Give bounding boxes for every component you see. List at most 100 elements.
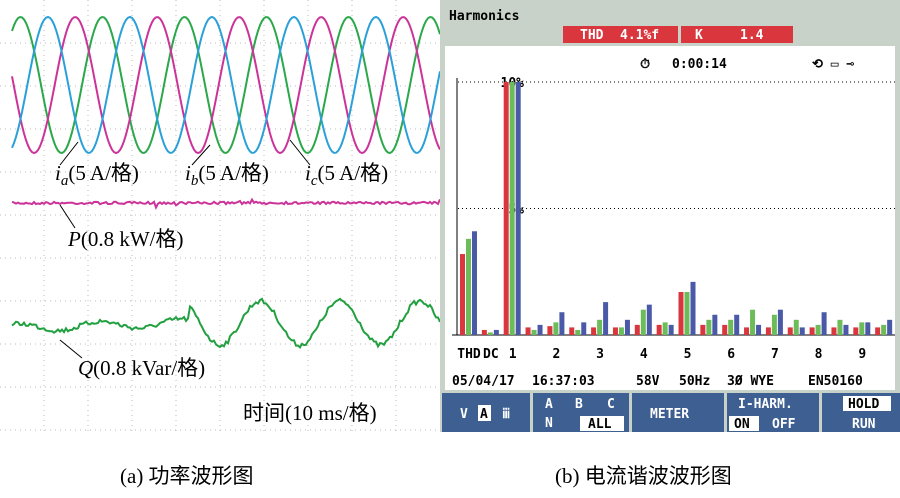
pointer bbox=[59, 204, 76, 229]
unit: (5 A/格) bbox=[318, 161, 389, 185]
unit: (0.8 kVar/格) bbox=[93, 356, 205, 380]
bar bbox=[487, 332, 493, 335]
bar bbox=[706, 319, 712, 335]
x-tick-label: 3 bbox=[596, 347, 604, 362]
bar bbox=[787, 327, 793, 335]
k-box bbox=[681, 26, 793, 43]
time: 16:37:03 bbox=[532, 374, 595, 389]
pointer bbox=[59, 141, 79, 166]
bar bbox=[612, 327, 618, 335]
config: 3Ø WYE bbox=[727, 374, 774, 389]
pointer bbox=[289, 139, 311, 166]
bar bbox=[809, 327, 815, 335]
bar bbox=[875, 327, 881, 335]
x-tick-label: 7 bbox=[771, 347, 779, 362]
x-tick-label: 9 bbox=[858, 347, 866, 362]
bar bbox=[756, 324, 762, 335]
bar bbox=[472, 231, 477, 335]
unit: (5 A/格) bbox=[198, 161, 269, 185]
bar bbox=[668, 324, 674, 335]
k-value: 1.4 bbox=[740, 28, 764, 43]
bar bbox=[662, 322, 668, 335]
bar bbox=[678, 291, 684, 335]
bar bbox=[634, 324, 640, 335]
bar bbox=[575, 329, 581, 335]
x-tick-label: 5 bbox=[684, 347, 692, 362]
reactive-wave bbox=[11, 297, 441, 350]
bar bbox=[553, 322, 559, 335]
bar bbox=[537, 324, 543, 335]
x-tick-label: 6 bbox=[727, 347, 735, 362]
bar bbox=[509, 82, 515, 335]
bar bbox=[700, 324, 706, 335]
bar bbox=[799, 327, 805, 335]
x-tick-label: 1 bbox=[509, 347, 517, 362]
q-label: Q(0.8 kVar/格) bbox=[78, 356, 205, 380]
key-text: ON bbox=[734, 417, 750, 432]
x-tick-label: 4 bbox=[640, 347, 648, 362]
bar bbox=[525, 327, 531, 335]
current-wave bbox=[11, 15, 441, 154]
key-highlight bbox=[580, 416, 624, 431]
key-highlight bbox=[478, 405, 491, 421]
x-tick-label: 8 bbox=[815, 347, 823, 362]
key-text: V bbox=[460, 407, 468, 422]
sub: b bbox=[191, 173, 199, 189]
status-icons: ⟲ ▭ ⊸ bbox=[812, 57, 854, 72]
bar bbox=[821, 312, 827, 335]
bar bbox=[640, 309, 646, 335]
bar bbox=[624, 319, 630, 335]
bar bbox=[684, 291, 690, 335]
x-tick-label: DC bbox=[483, 347, 499, 362]
bar bbox=[765, 327, 771, 335]
bar bbox=[744, 327, 750, 335]
bar bbox=[881, 324, 887, 335]
sym: P bbox=[67, 227, 81, 251]
pointer-lines bbox=[59, 139, 311, 359]
bar bbox=[837, 319, 843, 335]
bar bbox=[815, 324, 821, 335]
bar bbox=[559, 312, 565, 335]
key[interactable] bbox=[632, 393, 724, 432]
sub: a bbox=[61, 173, 69, 189]
bar bbox=[466, 238, 471, 335]
key-text: I-HARM. bbox=[738, 397, 793, 412]
scope-grid bbox=[0, 0, 440, 432]
ib-label: ib(5 A/格) bbox=[185, 161, 269, 189]
key-text: ⅲ bbox=[502, 407, 510, 422]
thd-value: 4.1%f bbox=[620, 28, 659, 43]
clock-icon: ⏱ bbox=[640, 57, 650, 72]
key-text: B bbox=[575, 397, 583, 412]
frequency: 50Hz bbox=[679, 374, 710, 389]
bar bbox=[793, 319, 799, 335]
bar bbox=[646, 304, 652, 335]
key-text: A bbox=[545, 397, 553, 412]
key-text: METER bbox=[650, 407, 689, 422]
unit: (0.8 kW/格) bbox=[81, 227, 184, 251]
sym: Q bbox=[78, 356, 93, 380]
power-wave bbox=[11, 197, 441, 210]
sym: i bbox=[55, 161, 61, 185]
sub: c bbox=[311, 173, 318, 189]
key-text: RUN bbox=[852, 417, 876, 432]
bar bbox=[859, 322, 865, 335]
bar bbox=[591, 327, 597, 335]
bar bbox=[843, 324, 849, 335]
bar bbox=[597, 319, 603, 335]
ia-label: ia(5 A/格) bbox=[55, 161, 139, 189]
voltage: 58V bbox=[636, 374, 660, 389]
pointer bbox=[191, 144, 211, 166]
ic-label: ic(5 A/格) bbox=[305, 161, 388, 189]
bar bbox=[547, 326, 553, 335]
bar bbox=[481, 329, 487, 335]
sym: i bbox=[305, 161, 311, 185]
bar bbox=[690, 281, 696, 335]
scope-labels: ia(5 A/格) ib(5 A/格) ic(5 A/格) P(0.8 kW/格… bbox=[55, 161, 388, 425]
bar bbox=[603, 302, 609, 335]
key-text: A bbox=[480, 407, 488, 422]
standard: EN50160 bbox=[808, 374, 863, 389]
bar bbox=[618, 327, 624, 335]
bar bbox=[887, 319, 893, 335]
